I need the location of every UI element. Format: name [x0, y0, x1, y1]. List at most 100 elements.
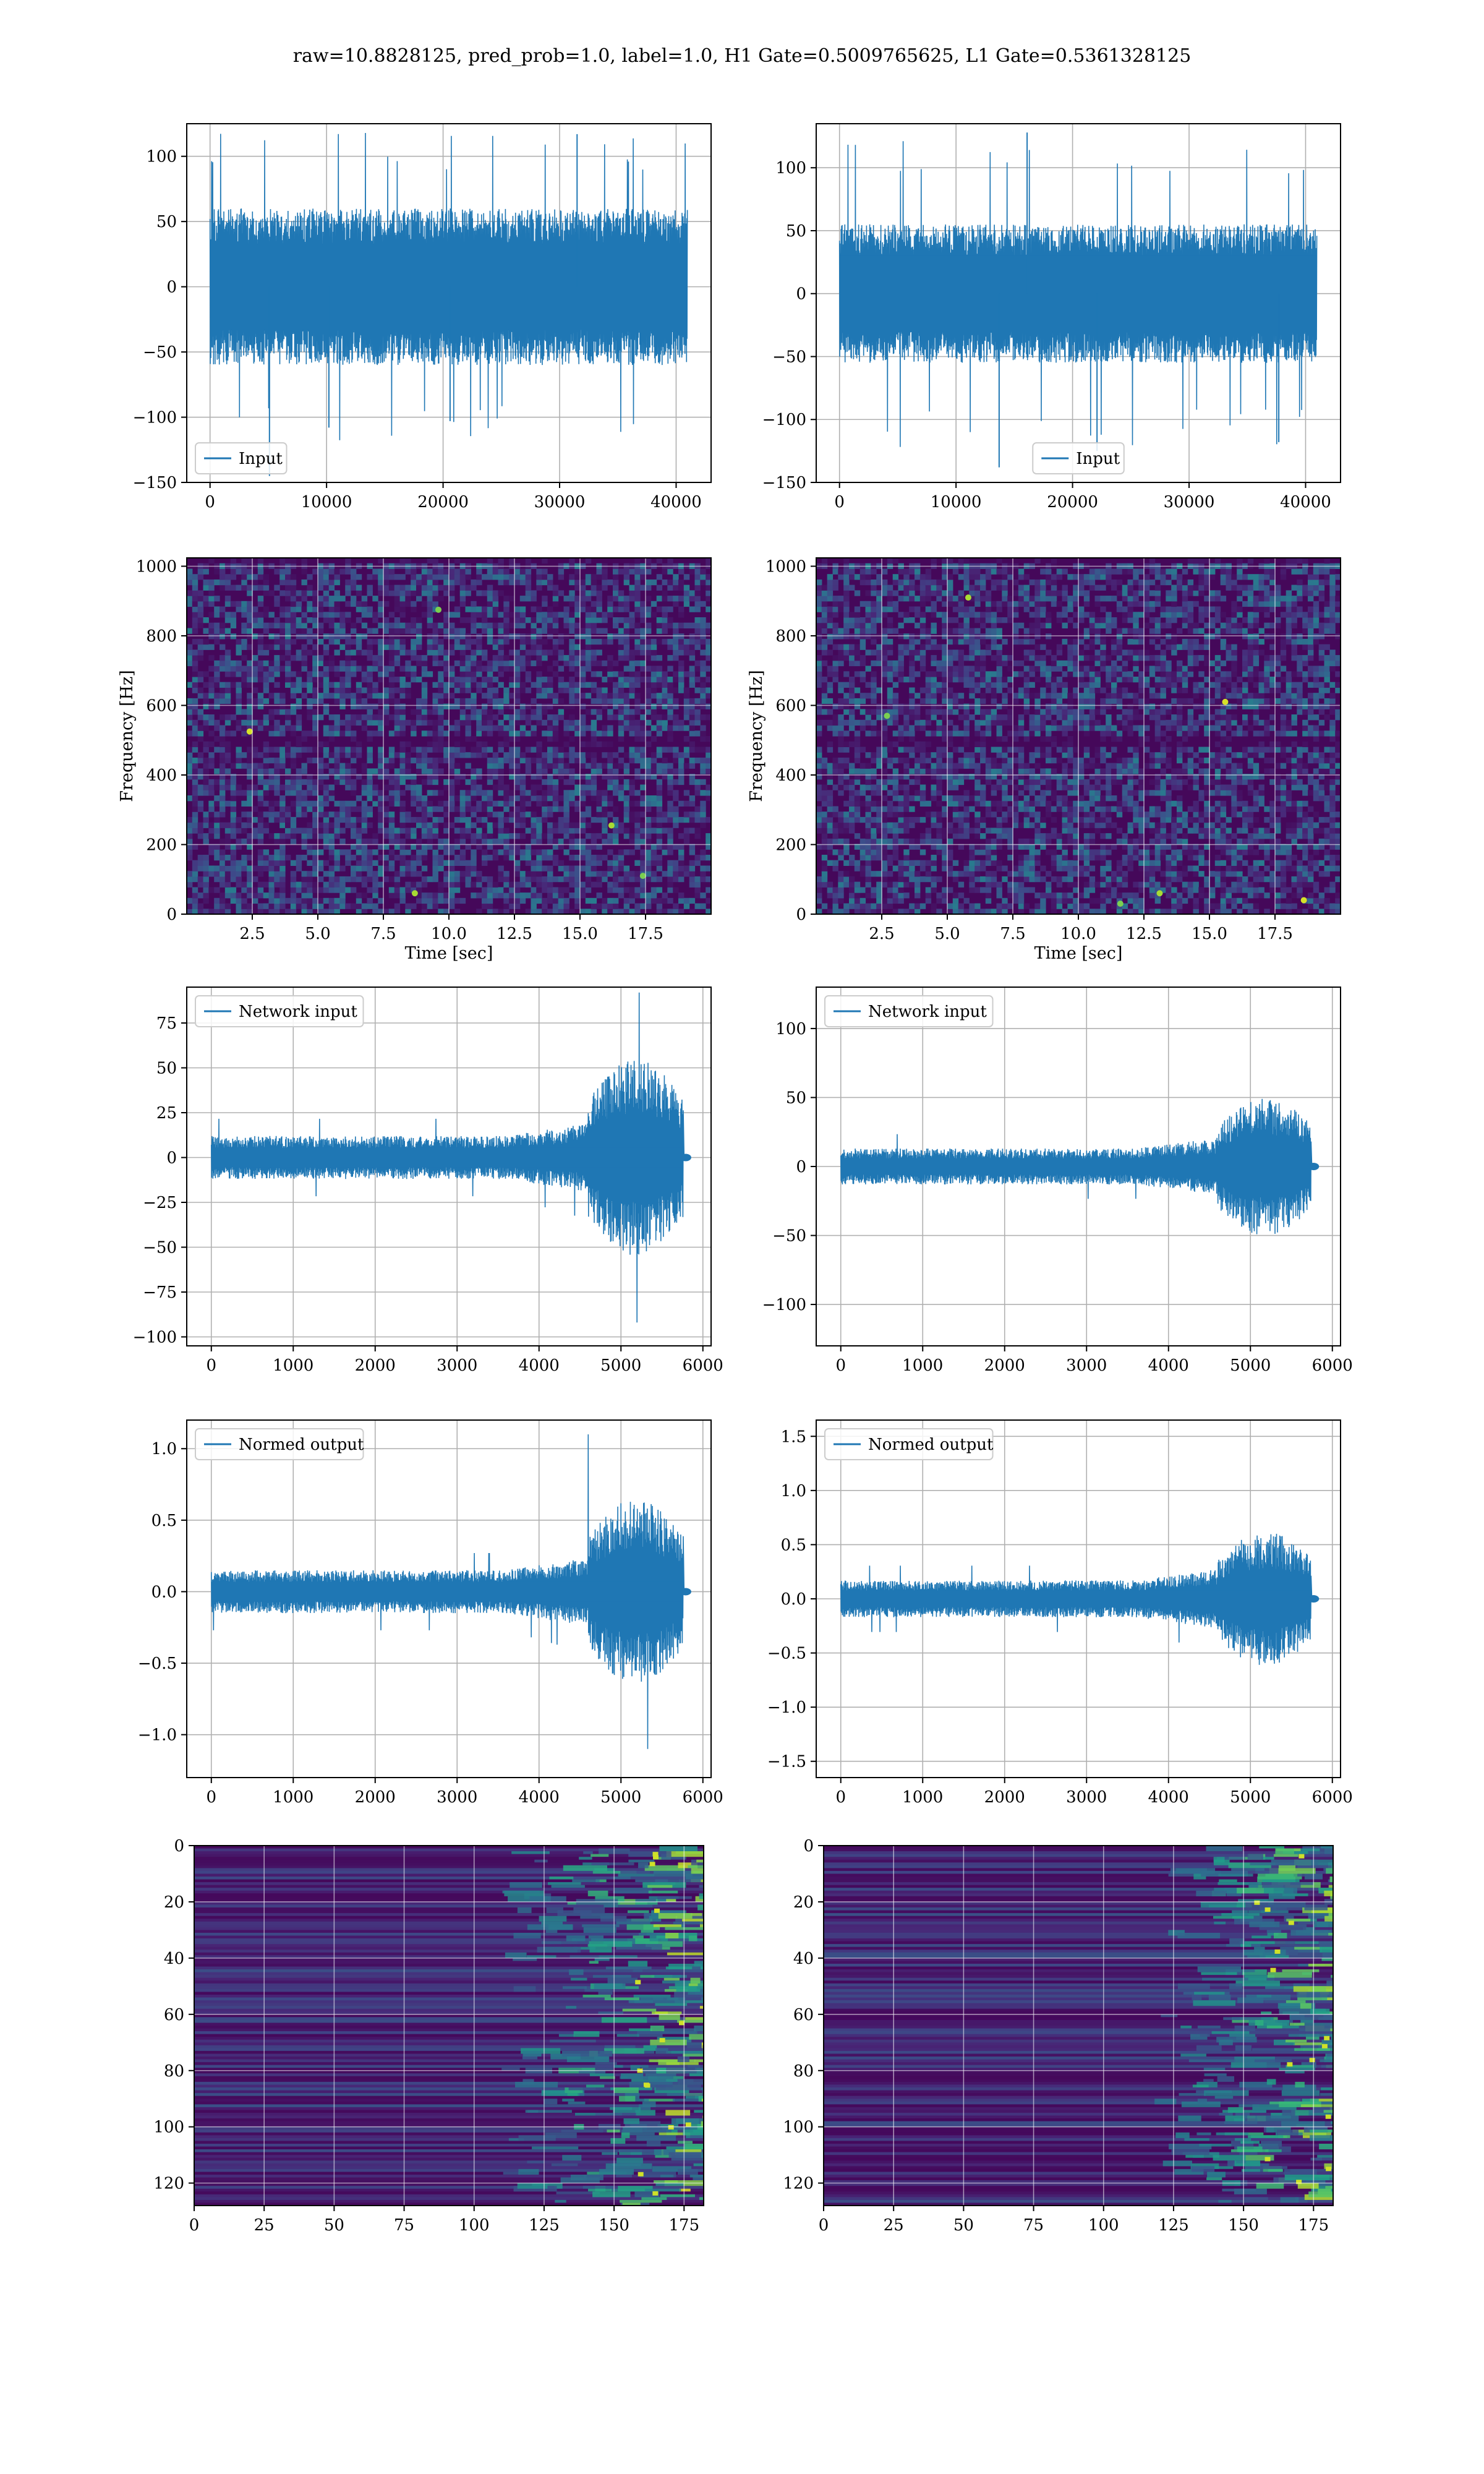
x-tick-label: 0 [835, 1356, 846, 1375]
x-axis-label: Time [sec] [405, 944, 493, 963]
y-tick-label: 0 [796, 905, 806, 924]
y-tick-label: 400 [146, 766, 177, 785]
x-tick-label: 0 [189, 2216, 200, 2235]
spectrogram-hot-spot [246, 728, 253, 735]
spectrogram-hot-spot [1156, 890, 1163, 897]
spectrogram-h1-panel: 2.5 5.0 7.5 10.0 12.5 15.0 17.5 0 200 400 600 800 10… [117, 557, 712, 963]
legend: Input [195, 442, 288, 474]
input-h1-panel: 0 10000 20000 30000 40000 −150 −100 −50 0 50 100 In… [133, 123, 712, 511]
legend-box [195, 442, 288, 474]
y-tick-label: 100 [783, 2118, 814, 2137]
feature-map-h1-plot-area [194, 1846, 704, 2206]
x-tick-label: 10.0 [1060, 925, 1096, 943]
spectrogram-hot-spot [1117, 901, 1124, 907]
network-input-h1-plot-area [187, 987, 711, 1346]
y-tick-label: 200 [146, 836, 177, 855]
y-tick-label: 0 [174, 1837, 184, 1856]
x-tick-label: 3000 [1066, 1356, 1107, 1375]
network-input-l1-panel: 0 1000 2000 3000 4000 5000 6000 −100 −50 0 50 100 Ne… [762, 987, 1353, 1375]
input-l1-panel: 0 10000 20000 30000 40000 −150 −100 −50 0 50 100 In… [762, 123, 1341, 511]
y-tick-label: −1.0 [767, 1698, 806, 1717]
x-tick-label: 5000 [1230, 1788, 1271, 1807]
y-tick-label: 1.0 [781, 1482, 806, 1500]
y-tick-label: −0.5 [767, 1645, 806, 1663]
x-tick-label: 0 [205, 493, 215, 511]
y-tick-label: 800 [146, 627, 177, 646]
x-tick-label: 12.5 [1126, 925, 1162, 943]
normed-output-h1-panel: 0 1000 2000 3000 4000 5000 6000 −1.0 −0.5 0.0 0.5 1… [138, 1419, 723, 1807]
panels: 0 10000 20000 30000 40000−150−100−50050100In… [117, 123, 1353, 2235]
series-core [840, 1158, 1311, 1175]
y-tick-label: 400 [775, 766, 806, 785]
x-tick-label: 50 [324, 2216, 344, 2235]
y-tick-label: 100 [775, 1020, 806, 1038]
series-core [211, 1147, 683, 1168]
feature-map-rows [824, 1846, 1333, 2206]
network-input-l1-plot-area [816, 987, 1341, 1346]
x-tick-label: 75 [394, 2216, 414, 2235]
spectrogram-hot-spot [1300, 897, 1307, 904]
y-tick-label: 200 [775, 836, 806, 855]
feature-map-h1-frame [194, 1845, 704, 2206]
x-tick-label: 0 [834, 493, 845, 511]
series-tail [1308, 1595, 1320, 1603]
x-tick-label: 2000 [984, 1356, 1025, 1375]
spectrogram-hot-spot [608, 822, 615, 829]
y-tick-label: −75 [143, 1283, 177, 1302]
y-tick-label: −100 [133, 409, 177, 427]
y-tick-label: 50 [156, 1059, 177, 1078]
y-tick-label: 0 [166, 278, 177, 297]
x-tick-label: 3000 [1066, 1788, 1107, 1807]
legend: Network input [195, 995, 364, 1027]
y-tick-label: −100 [762, 1296, 806, 1314]
x-axis-label: Time [sec] [1034, 944, 1123, 963]
y-tick-label: 1000 [136, 558, 177, 576]
network-input-h1-frame [186, 987, 712, 1346]
y-tick-label: 600 [775, 697, 806, 716]
x-tick-label: 175 [668, 2216, 699, 2235]
y-tick-label: 80 [793, 2062, 814, 2081]
y-tick-label: 20 [793, 1893, 814, 1912]
x-tick-label: 125 [1158, 2216, 1189, 2235]
x-tick-label: 10.0 [431, 925, 467, 943]
spectrogram-hot-spot [884, 713, 890, 719]
x-tick-label: 6000 [683, 1356, 723, 1375]
input-h1-frame [186, 123, 712, 483]
x-tick-label: 100 [459, 2216, 490, 2235]
spectrogram-hot-spot [1222, 698, 1229, 705]
input-l1-frame [816, 123, 1341, 483]
x-tick-label: 40000 [1280, 493, 1331, 511]
x-tick-label: 25 [884, 2216, 904, 2235]
series-line [838, 141, 1318, 447]
x-tick-label: 30000 [534, 493, 586, 511]
x-tick-label: 2000 [355, 1356, 396, 1375]
input-h1-plot-area [187, 124, 711, 482]
legend-label: Input [239, 450, 283, 468]
legend-label: Network input [868, 1003, 987, 1021]
x-tick-label: 0 [206, 1356, 216, 1375]
x-tick-label: 175 [1298, 2216, 1329, 2235]
x-tick-label: 4000 [1148, 1788, 1189, 1807]
legend-label: Normed output [868, 1436, 994, 1454]
legend: Input [1032, 442, 1125, 474]
x-tick-label: 150 [1228, 2216, 1259, 2235]
legend-label: Network input [239, 1003, 357, 1021]
y-tick-label: −50 [143, 343, 177, 362]
y-tick-label: 100 [146, 148, 177, 166]
feature-map-l1-plot-area [824, 1846, 1333, 2206]
y-axis-label: Frequency [Hz] [747, 670, 766, 802]
x-tick-label: 2000 [984, 1788, 1025, 1807]
y-tick-label: 1.5 [781, 1427, 806, 1446]
x-tick-label: 2.5 [869, 925, 894, 943]
spectrogram-l1-panel: 2.5 5.0 7.5 10.0 12.5 15.0 17.5 0 200 400 600 800 10… [747, 557, 1341, 963]
x-tick-label: 6000 [683, 1788, 723, 1807]
y-tick-label: 100 [153, 2118, 184, 2137]
feature-map-h1-panel: 0 25 50 75 100 125 150 175 0 20 40 60 80 100 120 [153, 1837, 704, 2235]
y-tick-label: −1.0 [138, 1726, 177, 1745]
x-tick-label: 50 [953, 2216, 974, 2235]
feature-map-activations [501, 1846, 704, 2206]
y-tick-label: −1.5 [767, 1753, 806, 1771]
legend-box [824, 1428, 994, 1460]
y-tick-label: 50 [786, 222, 806, 241]
